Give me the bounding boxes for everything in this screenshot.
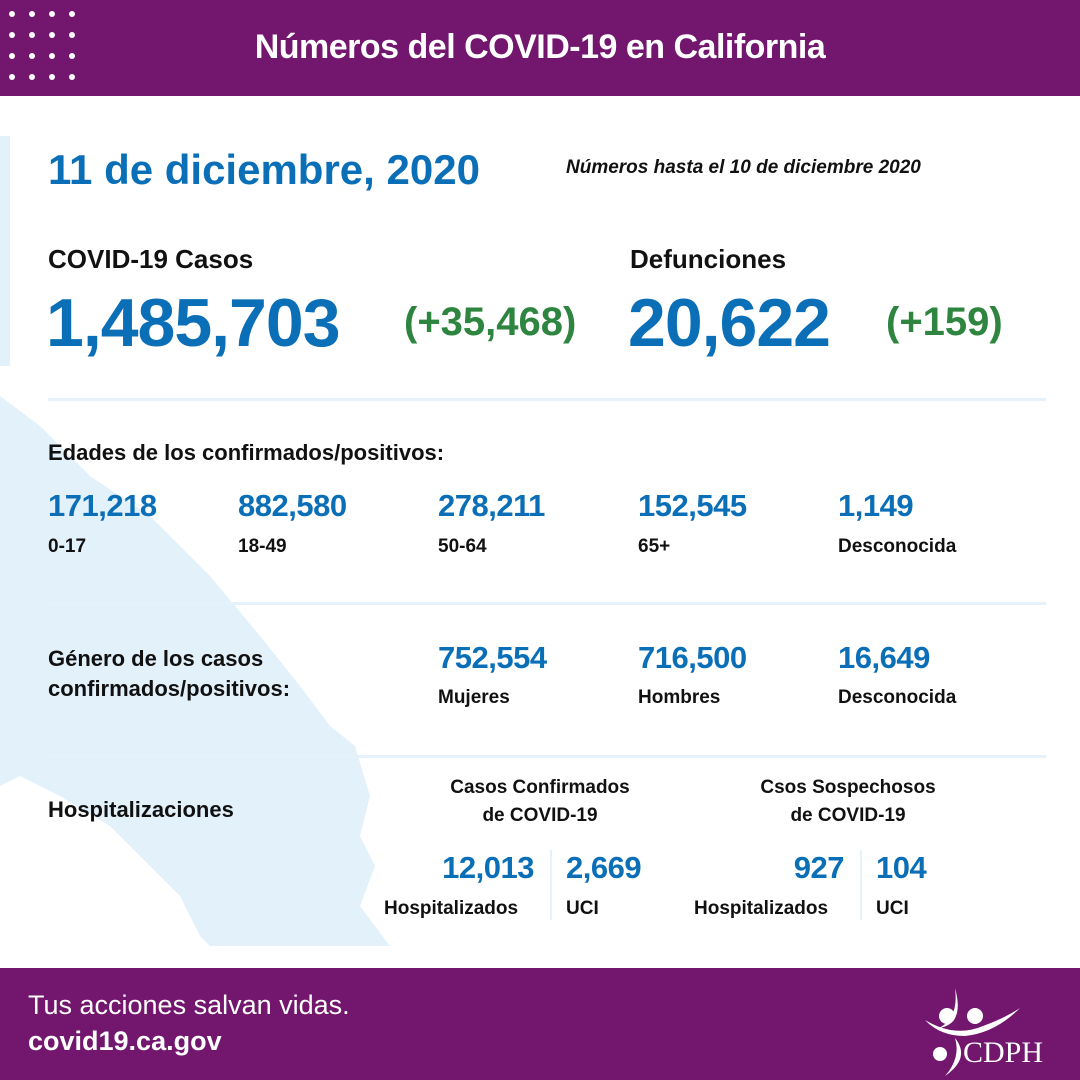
age-label: 18-49 <box>238 536 287 557</box>
suspected-title-line1: Csos Sospechosos <box>760 777 936 798</box>
tagline: Tus acciones salvan vidas. <box>28 990 350 1020</box>
age-value: 171,218 <box>48 488 157 523</box>
suspected-hospitalized-label: Hospitalizados <box>694 898 829 919</box>
confirmed-hospitalized-label: Hospitalizados <box>384 898 519 919</box>
suspected-title-line2: de COVID-19 <box>790 805 906 826</box>
ages-heading: Edades de los confirmados/positivos: <box>48 440 445 465</box>
gender-label: Mujeres <box>438 687 510 708</box>
california-map-silhouette <box>0 136 390 946</box>
age-value: 278,211 <box>438 488 545 523</box>
suspected-hospitalized-value: 927 <box>793 850 845 885</box>
deaths-label: Defunciones <box>630 244 787 274</box>
report-date: 11 de diciembre, 2020 <box>48 146 480 193</box>
age-value: 1,149 <box>838 488 914 523</box>
deaths-value: 20,622 <box>628 285 831 361</box>
age-label: 50-64 <box>438 536 487 557</box>
age-label: 0-17 <box>48 536 87 557</box>
age-value: 152,545 <box>638 488 747 523</box>
confirmed-icu-value: 2,669 <box>566 850 642 885</box>
cases-value: 1,485,703 <box>46 285 341 361</box>
gender-heading-line2: confirmados/positivos: <box>48 676 291 701</box>
cdph-logo: CDPH <box>925 988 1043 1076</box>
divider <box>860 850 862 920</box>
suspected-icu-label: UCI <box>876 898 909 919</box>
confirmed-icu-label: UCI <box>566 898 599 919</box>
age-value: 882,580 <box>238 488 347 523</box>
suspected-icu-value: 104 <box>876 850 927 885</box>
page-title: Números del COVID-19 en California <box>254 28 826 66</box>
gender-heading-line1: Género de los casos <box>48 646 264 671</box>
cases-label: COVID-19 Casos <box>48 244 254 274</box>
deaths-change: (+159) <box>886 300 1003 344</box>
header-bar: Números del COVID-19 en California <box>0 0 1080 96</box>
confirmed-hospitalized-value: 12,013 <box>442 850 534 885</box>
divider <box>48 602 1046 605</box>
confirmed-title-line1: Casos Confirmados <box>450 777 630 798</box>
confirmed-title-line2: de COVID-19 <box>482 805 598 826</box>
cases-change: (+35,468) <box>404 300 577 344</box>
age-label: 65+ <box>638 536 671 557</box>
gender-value: 16,649 <box>838 640 930 675</box>
hospitalizations-heading: Hospitalizaciones <box>48 797 234 822</box>
gender-label: Desconocida <box>838 687 957 708</box>
website-link[interactable]: covid19.ca.gov <box>28 1026 222 1056</box>
divider <box>48 755 1046 758</box>
age-label: Desconocida <box>838 536 957 557</box>
svg-text:CDPH: CDPH <box>963 1036 1043 1069</box>
footer-bar: Tus acciones salvan vidas. covid19.ca.go… <box>0 968 1080 1080</box>
divider <box>48 398 1046 401</box>
gender-value: 716,500 <box>638 640 747 675</box>
gender-value: 752,554 <box>438 640 547 675</box>
gender-label: Hombres <box>638 687 721 708</box>
as-of-note: Números hasta el 10 de diciembre 2020 <box>566 157 921 178</box>
divider <box>550 850 552 920</box>
dots-decoration-icon <box>9 11 75 80</box>
